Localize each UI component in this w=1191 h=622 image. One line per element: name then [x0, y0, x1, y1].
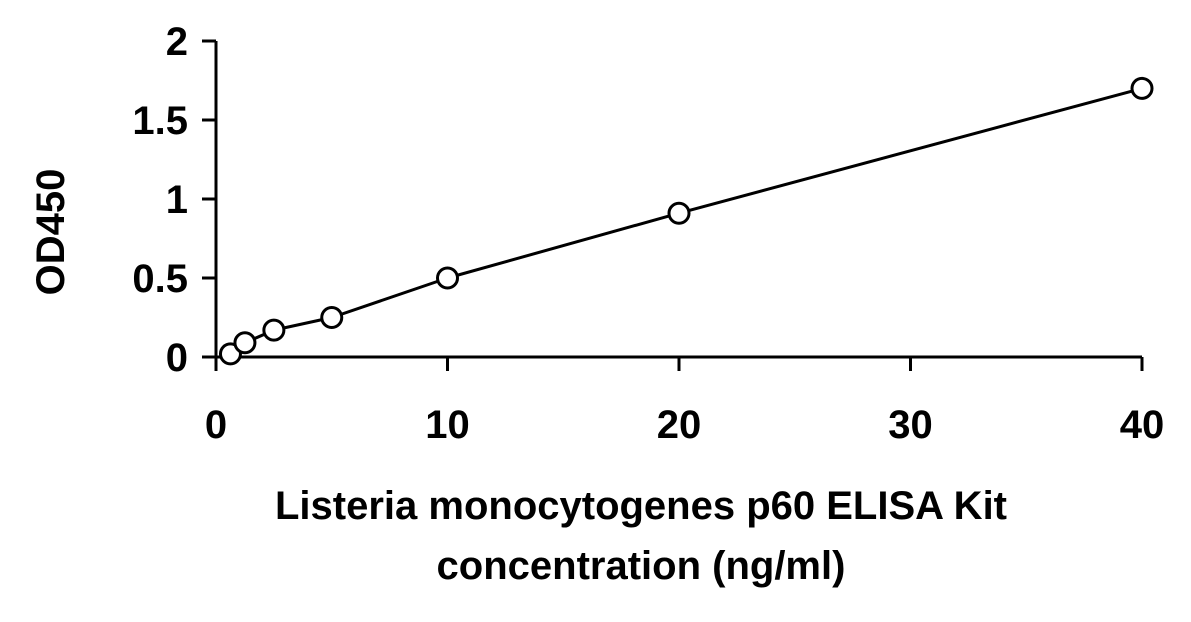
data-point — [667, 201, 691, 225]
x-tick-label: 0 — [205, 403, 227, 447]
y-tick-label: 0 — [166, 336, 188, 380]
x-tick-label: 20 — [657, 403, 702, 447]
y-tick-label: 0.5 — [132, 257, 188, 301]
x-tick-label: 40 — [1120, 403, 1165, 447]
x-ticks: 0 10 20 30 40 — [205, 357, 1164, 447]
y-tick-label: 2 — [166, 20, 188, 64]
data-point — [320, 306, 344, 329]
x-tick-label: 10 — [425, 403, 470, 447]
data-point — [1130, 76, 1154, 100]
x-tick-label: 30 — [888, 403, 933, 447]
y-tick-label: 1.5 — [132, 99, 188, 143]
y-ticks: 0 0.5 1 1.5 2 — [132, 20, 216, 380]
data-point — [262, 318, 286, 342]
y-tick-label: 1 — [166, 178, 188, 222]
data-points — [218, 76, 1154, 366]
data-point — [436, 266, 459, 290]
y-axis-title: OD450 — [29, 169, 73, 296]
x-axis-title-line-2: concentration (ng/ml) — [437, 544, 846, 588]
x-axis-title-line-1: Listeria monocytogenes p60 ELISA Kit — [275, 484, 1007, 528]
data-point — [233, 331, 257, 355]
